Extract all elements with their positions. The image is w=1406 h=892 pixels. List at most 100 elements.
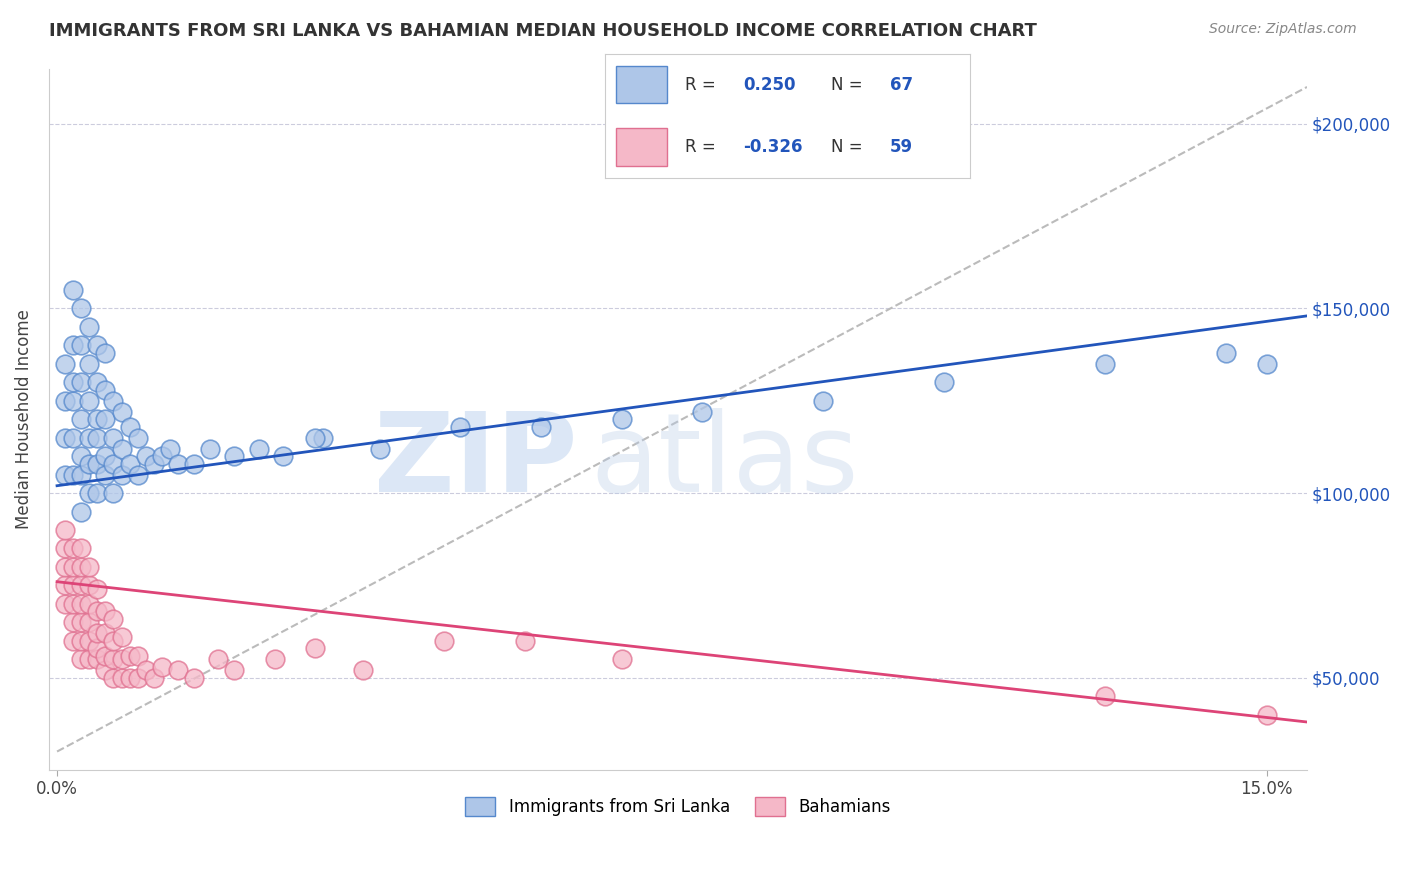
Point <box>53 560 76 574</box>
Point <box>62 467 84 482</box>
Point <box>118 419 141 434</box>
Text: 0.250: 0.250 <box>744 76 796 94</box>
Point <box>353 663 375 677</box>
Point <box>62 338 84 352</box>
Point <box>86 582 108 596</box>
Point <box>62 597 84 611</box>
Point <box>224 663 246 677</box>
Point <box>94 412 117 426</box>
Point <box>103 612 125 626</box>
Text: atlas: atlas <box>591 408 859 515</box>
Point <box>79 633 101 648</box>
Point <box>62 376 84 390</box>
Point <box>79 560 101 574</box>
Point <box>103 633 125 648</box>
Point <box>224 449 246 463</box>
Point <box>304 641 326 656</box>
Point <box>79 393 101 408</box>
Point <box>79 597 101 611</box>
Point <box>200 442 222 456</box>
Point <box>70 467 93 482</box>
Point <box>1215 346 1237 360</box>
Legend: Immigrants from Sri Lanka, Bahamians: Immigrants from Sri Lanka, Bahamians <box>457 789 898 825</box>
Point <box>135 663 157 677</box>
Point <box>62 431 84 445</box>
Text: 59: 59 <box>890 138 912 156</box>
Point <box>1256 707 1278 722</box>
Point <box>449 419 471 434</box>
Point <box>103 393 125 408</box>
Point <box>142 671 165 685</box>
Point <box>79 615 101 630</box>
Point <box>932 376 955 390</box>
Point <box>53 393 76 408</box>
Point <box>110 405 132 419</box>
FancyBboxPatch shape <box>616 66 666 103</box>
Point <box>1094 357 1116 371</box>
Point <box>86 486 108 500</box>
FancyBboxPatch shape <box>616 128 666 166</box>
Point <box>127 431 149 445</box>
Point <box>86 604 108 618</box>
Point <box>70 338 93 352</box>
Point <box>811 393 834 408</box>
Point <box>103 431 125 445</box>
Text: N =: N = <box>831 76 868 94</box>
Point <box>62 283 84 297</box>
Point <box>62 541 84 556</box>
Point <box>103 457 125 471</box>
Point <box>53 467 76 482</box>
Point <box>135 449 157 463</box>
Point <box>183 457 205 471</box>
Point <box>70 376 93 390</box>
Point <box>94 449 117 463</box>
Point <box>127 671 149 685</box>
Point <box>167 663 190 677</box>
Point <box>530 419 553 434</box>
Point <box>94 346 117 360</box>
Point <box>159 442 181 456</box>
Point <box>103 671 125 685</box>
Point <box>94 648 117 663</box>
Point <box>70 633 93 648</box>
Point <box>271 449 294 463</box>
Point <box>86 376 108 390</box>
Point <box>53 541 76 556</box>
Y-axis label: Median Household Income: Median Household Income <box>15 310 32 529</box>
Point <box>304 431 326 445</box>
Point <box>103 652 125 666</box>
Text: R =: R = <box>685 76 721 94</box>
Point <box>70 412 93 426</box>
Point <box>86 457 108 471</box>
Point <box>110 442 132 456</box>
Point <box>86 652 108 666</box>
Point <box>86 338 108 352</box>
Point <box>207 652 229 666</box>
Point <box>150 659 173 673</box>
Point <box>127 467 149 482</box>
Point <box>86 626 108 640</box>
Point <box>110 652 132 666</box>
Point <box>70 615 93 630</box>
Point <box>70 578 93 592</box>
Point <box>86 431 108 445</box>
Point <box>70 652 93 666</box>
Point <box>103 486 125 500</box>
Point <box>1256 357 1278 371</box>
Text: R =: R = <box>685 138 721 156</box>
Point <box>70 560 93 574</box>
Point <box>79 457 101 471</box>
Point <box>86 641 108 656</box>
Point <box>62 633 84 648</box>
Point <box>70 541 93 556</box>
Point <box>62 615 84 630</box>
Text: IMMIGRANTS FROM SRI LANKA VS BAHAMIAN MEDIAN HOUSEHOLD INCOME CORRELATION CHART: IMMIGRANTS FROM SRI LANKA VS BAHAMIAN ME… <box>49 22 1038 40</box>
Point <box>79 431 101 445</box>
Point <box>368 442 391 456</box>
Point <box>110 671 132 685</box>
Point <box>53 597 76 611</box>
Point <box>53 431 76 445</box>
Point <box>110 467 132 482</box>
Point <box>53 578 76 592</box>
Point <box>62 560 84 574</box>
